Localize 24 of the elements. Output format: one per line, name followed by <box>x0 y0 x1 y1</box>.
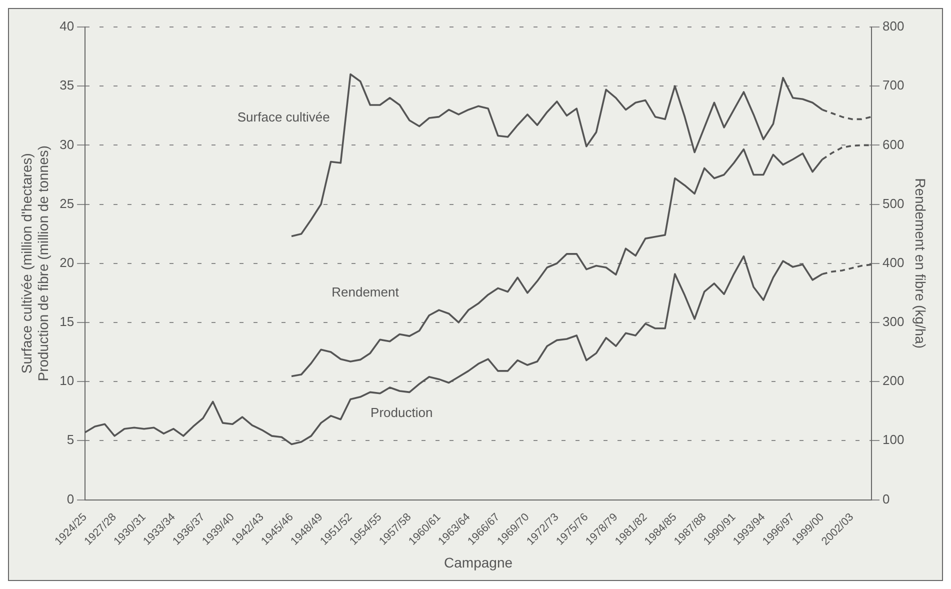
y2-tick-label: 700 <box>882 78 904 93</box>
y-tick-label: 40 <box>60 18 74 34</box>
y-tick-label: 5 <box>66 432 74 448</box>
y2-tick-label: 300 <box>882 314 904 330</box>
y2-tick-label: 500 <box>882 196 904 211</box>
y-tick-label: 0 <box>66 491 74 506</box>
y2-axis-title: Rendement en fibre (kg/ha) <box>912 178 929 349</box>
series-label: Production <box>370 405 433 420</box>
y-axis-title: Surface cultivée (million d'hectares) Production de fibre (million de tonnes) <box>18 145 52 382</box>
x-axis-title: Campagne <box>444 554 513 570</box>
y2-tick-label: 600 <box>882 136 904 152</box>
y-tick-label: 10 <box>60 373 74 388</box>
series-label: Surface cultivée <box>237 110 330 125</box>
text: Rendement <box>332 284 400 300</box>
y-tick-label: 15 <box>60 314 74 330</box>
y2-tick-label: 200 <box>882 373 904 388</box>
y-tick-label: 35 <box>60 78 74 93</box>
y2-tick-label: 100 <box>882 432 904 448</box>
y-tick-label: 30 <box>60 136 74 152</box>
y2-tick-label: 0 <box>882 491 890 506</box>
y-tick-label: 20 <box>60 254 74 270</box>
y-tick-label: 25 <box>60 196 74 211</box>
y2-tick-label: 400 <box>882 254 904 270</box>
y2-tick-label: 800 <box>882 18 904 34</box>
